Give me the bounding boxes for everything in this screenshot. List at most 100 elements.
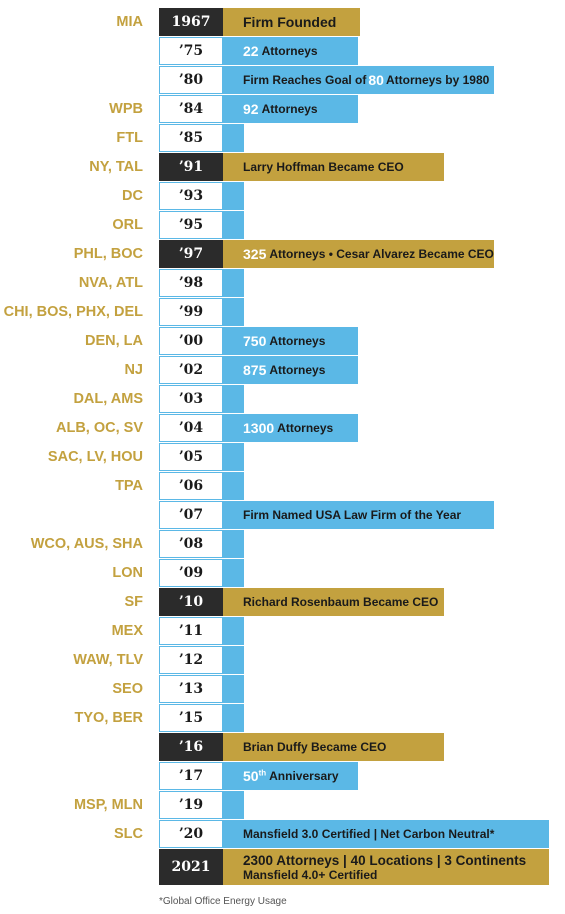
office-locations: WPB [109,101,143,117]
timeline-row: FTL ’85 [0,124,565,152]
timeline-connector [223,472,244,500]
milestone-event: 325 Attorneys • Cesar Alvarez Became CEO [223,240,494,268]
year-box: ’99 [159,298,223,326]
office-locations: NVA, ATL [78,275,143,291]
timeline-connector [223,530,244,558]
timeline-row: SEO ’13 [0,675,565,703]
year-box: ’84 [159,95,223,123]
milestone-text: Attorneys by 1980 [385,73,490,87]
timeline-connector [223,704,244,732]
office-locations: DEN, LA [85,333,143,349]
milestone-number: 22 [243,43,259,59]
milestone-number: 80 [368,72,384,88]
timeline-connector [223,269,244,297]
year-box: ’04 [159,414,223,442]
office-locations: MEX [111,623,143,639]
timeline-row: SAC, LV, HOU ’05 [0,443,565,471]
timeline-row: DEN, LA ’00 750 Attorneys [0,327,565,355]
timeline-row: NVA, ATL ’98 [0,269,565,297]
milestone-event: Larry Hoffman Became CEO [223,153,444,181]
office-locations: SAC, LV, HOU [47,449,143,465]
year-box: ’20 [159,820,223,848]
timeline-connector [223,124,244,152]
timeline-row: PHL, BOC ’97 325 Attorneys • Cesar Alvarez … [0,240,565,268]
milestone-event: 22 Attorneys [223,37,358,65]
year-box: ’15 [159,704,223,732]
office-locations: SEO [112,681,143,697]
office-locations: MIA [116,14,143,30]
milestone-number: 1300 [243,420,275,436]
timeline-row: ALB, OC, SV ’04 1300 Attorneys [0,414,565,442]
office-locations: TYO, BER [74,710,143,726]
timeline-row: DAL, AMS ’03 [0,385,565,413]
milestone-event: 92 Attorneys [223,95,358,123]
year-box: ’93 [159,182,223,210]
timeline-connector [223,617,244,645]
year-box: ’91 [159,153,223,181]
timeline-row: DC ’93 [0,182,565,210]
timeline-row: SF ’10 Richard Rosenbaum Became CEO [0,588,565,616]
milestone-number: 325 [243,246,267,262]
year-box: ’98 [159,269,223,297]
milestone-number: 50th [243,768,267,784]
year-box: ’09 [159,559,223,587]
office-locations: TPA [115,478,143,494]
year-box: ’00 [159,327,223,355]
year-box: ’85 [159,124,223,152]
milestone-text: Attorneys [269,334,326,348]
milestone-number: 750 [243,333,267,349]
office-locations: NJ [124,362,143,378]
year-box: ’19 [159,791,223,819]
milestone-event: 2300 Attorneys | 40 Locations | 3 Contin… [223,849,549,885]
milestone-event: Firm Reaches Goal of 80 Attorneys by 1980 [223,66,494,94]
milestone-text: Firm Named USA Law Firm of the Year [243,508,462,522]
timeline-row: MSP, MLN ’19 [0,791,565,819]
timeline-connector [223,385,244,413]
timeline-row: ’17 50th Anniversary [0,762,565,790]
milestone-text: Mansfield 3.0 Certified | Net Carbon Neu… [243,827,495,841]
timeline-row: ’07 Firm Named USA Law Firm of the Year [0,501,565,529]
timeline-row: MEX ’11 [0,617,565,645]
milestone-event: 875 Attorneys [223,356,358,384]
timeline-row: MIA 1967 Firm Founded [0,8,565,36]
milestone-number: 875 [243,362,267,378]
timeline-row: ’75 22 Attorneys [0,37,565,65]
year-box: ’06 [159,472,223,500]
timeline-row: 2021 2300 Attorneys | 40 Locations | 3 Co… [0,849,565,885]
milestone-event: Firm Founded [223,8,360,36]
milestone-event: 50th Anniversary [223,762,358,790]
milestone-event: Firm Named USA Law Firm of the Year [223,501,494,529]
year-box: ’02 [159,356,223,384]
milestone-superscript: th [258,768,267,778]
timeline-connector [223,211,244,239]
office-locations: NY, TAL [89,159,143,175]
timeline-connector [223,443,244,471]
year-box: ’95 [159,211,223,239]
milestone-text: Attorneys [277,421,334,435]
milestone-event: Mansfield 3.0 Certified | Net Carbon Neu… [223,820,549,848]
milestone-text: Attorneys • Cesar Alvarez Became CEO [269,247,494,261]
milestone-number: 92 [243,101,259,117]
timeline-row: WCO, AUS, SHA ’08 [0,530,565,558]
milestone-event: 1300 Attorneys [223,414,358,442]
year-box: ’16 [159,733,223,761]
timeline-row: ’16 Brian Duffy Became CEO [0,733,565,761]
milestone-text: Richard Rosenbaum Became CEO [243,595,439,609]
office-locations: DC [122,188,143,204]
milestone-text: Larry Hoffman Became CEO [243,160,404,174]
timeline-row: SLC ’20 Mansfield 3.0 Certified | Net Carb… [0,820,565,848]
timeline-connector [223,559,244,587]
year-box: ’80 [159,66,223,94]
office-locations: FTL [116,130,143,146]
timeline-row: WPB ’84 92 Attorneys [0,95,565,123]
office-locations: WAW, TLV [73,652,143,668]
office-locations: ORL [112,217,143,233]
office-locations: DAL, AMS [73,391,143,407]
timeline-row: CHI, BOS, PHX, DEL ’99 [0,298,565,326]
year-box: ’05 [159,443,223,471]
timeline-row: ’80 Firm Reaches Goal of 80 Attorneys by 19… [0,66,565,94]
office-locations: ALB, OC, SV [55,420,143,436]
milestone-text: Anniversary [269,769,339,783]
milestone-event: Richard Rosenbaum Became CEO [223,588,444,616]
year-box: ’07 [159,501,223,529]
